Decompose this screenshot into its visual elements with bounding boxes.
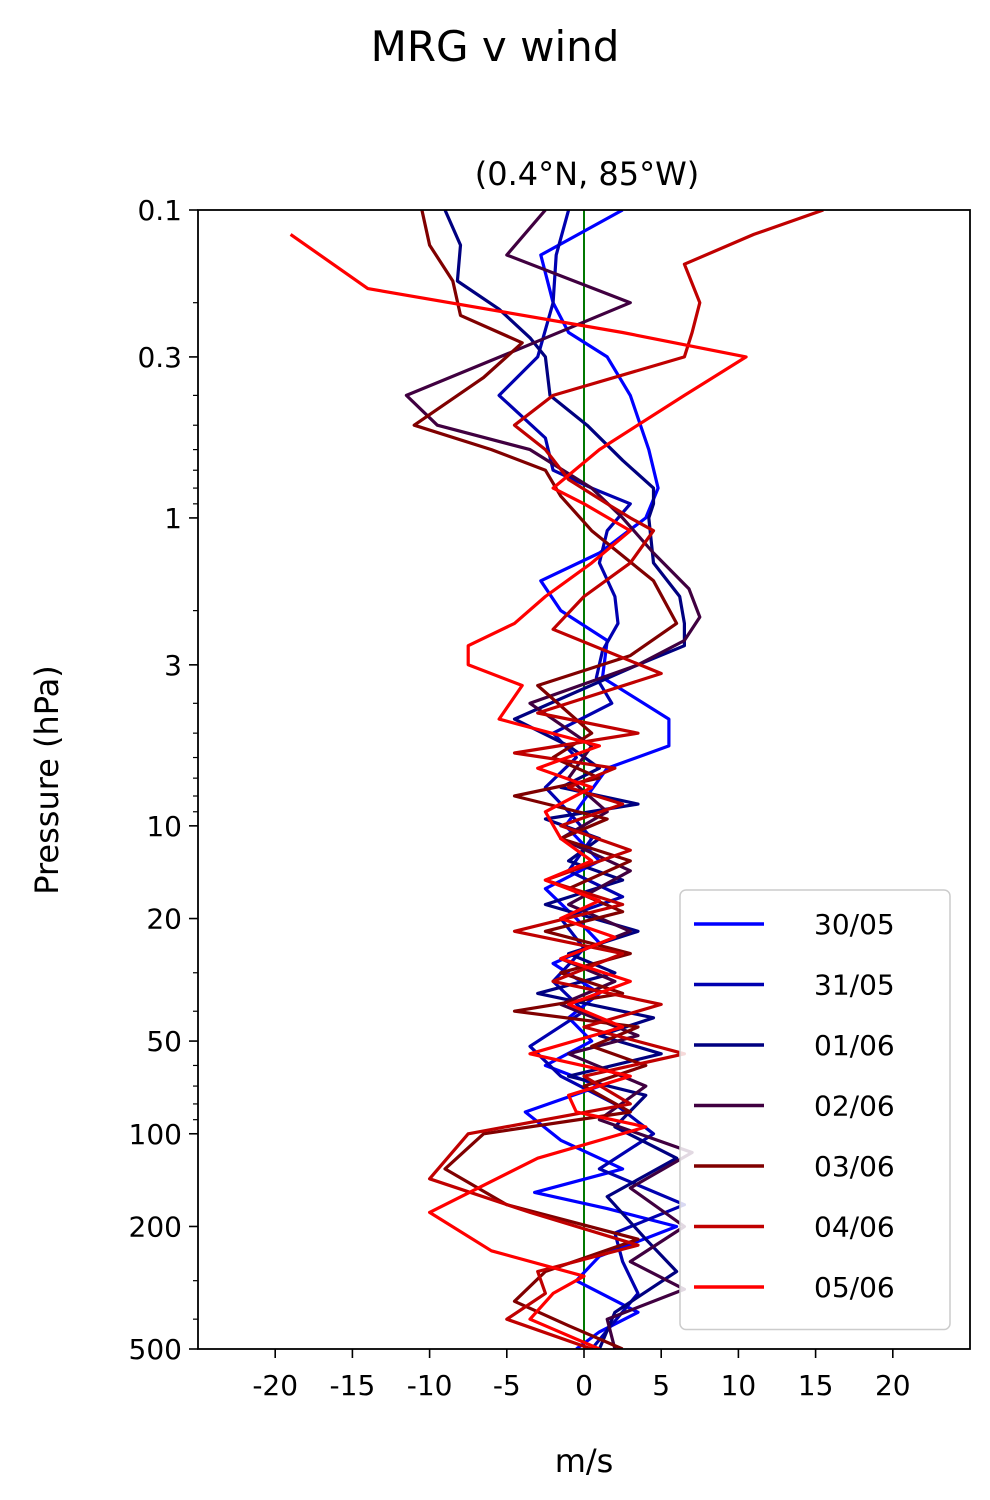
legend-label-30-05: 30/05 [814,908,895,941]
legend-label-05-06: 05/06 [814,1271,895,1304]
y-tick-label: 20 [146,903,182,936]
x-tick-label: -15 [330,1369,376,1402]
legend-label-03-06: 03/06 [814,1150,895,1183]
legend-label-04-06: 04/06 [814,1211,895,1244]
x-tick-label: 10 [721,1369,757,1402]
legend-label-02-06: 02/06 [814,1090,895,1123]
x-tick-label: 20 [875,1369,911,1402]
y-axis-label: Pressure (hPa) [28,665,66,895]
x-tick-label: 15 [798,1369,834,1402]
series-line-31-05 [497,210,687,1349]
legend: 30/05 31/05 01/06 02/06 03/06 04/06 05/06 [679,889,951,1331]
legend-label-31-05: 31/05 [814,969,895,1002]
y-tick-label: 100 [129,1118,182,1151]
series-line-30-05 [523,210,679,1349]
series-line-05-06 [289,233,748,1349]
figure-title: MRG v wind [370,22,620,71]
x-tick-label: 5 [652,1369,670,1402]
series-line-04-06 [428,210,824,1349]
legend-box [679,889,951,1331]
chart-subtitle: (0.4°N, 85°W) [475,155,700,193]
y-tick-label: 500 [129,1333,182,1366]
y-tick-label: 1 [164,502,182,535]
x-tick-label: -10 [407,1369,453,1402]
y-tick-label: 3 [164,649,182,682]
x-tick-label: -20 [252,1369,298,1402]
axis-layer: -20 -15 -10 -5 0 5 10 15 20 0.1 0.3 1 3 10 20 50 100 200 5… [129,194,971,1402]
x-tick-label: -5 [493,1369,521,1402]
y-tick-label: 200 [129,1210,182,1243]
y-tick-label: 10 [146,810,182,843]
series-line-03-06 [412,210,679,1349]
y-tick-label: 0.1 [137,194,182,227]
y-tick-label: 50 [146,1025,182,1058]
series-layer [289,210,824,1349]
y-tick-label: 0.3 [137,341,182,374]
legend-label-01-06: 01/06 [814,1029,895,1062]
series-line-01-06 [443,210,687,1349]
x-tick-label: 0 [575,1369,593,1402]
x-axis-label: m/s [555,1442,614,1480]
